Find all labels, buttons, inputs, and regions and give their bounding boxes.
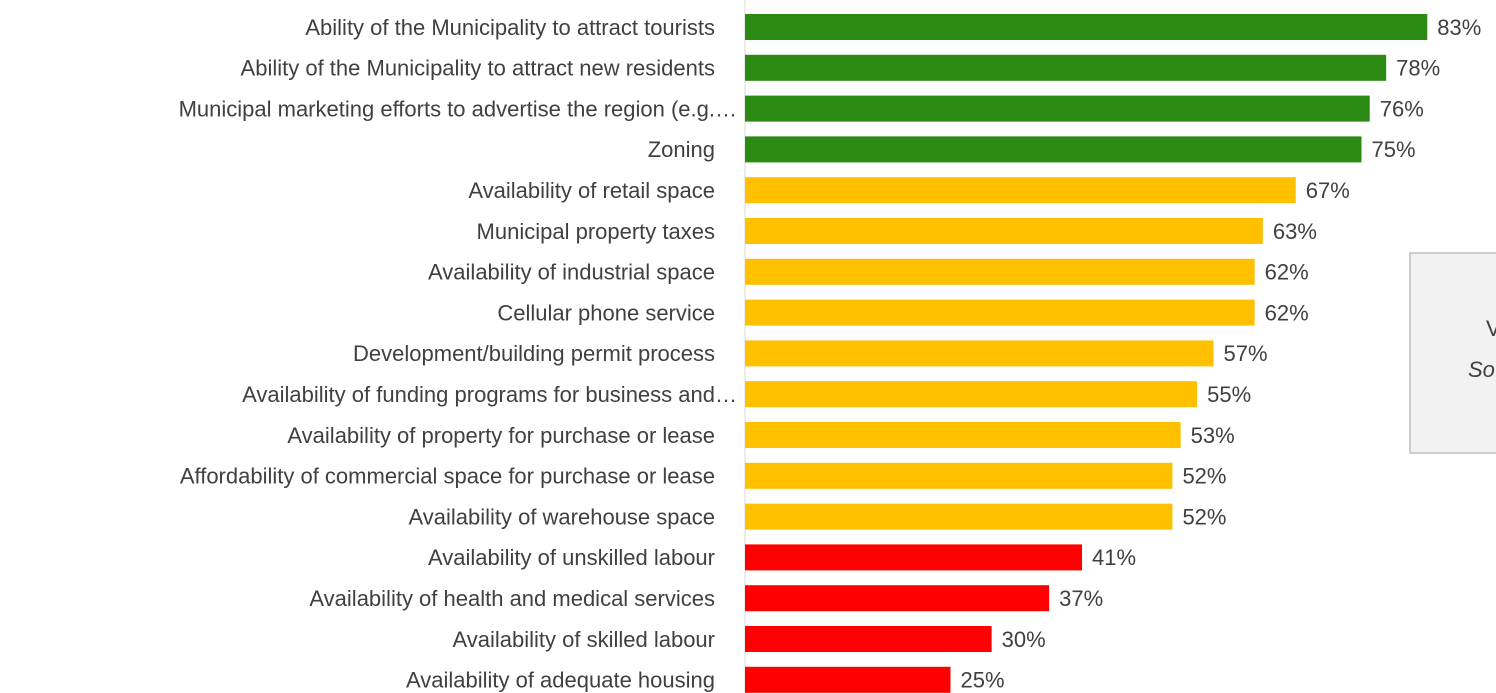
value-label: 83% <box>1437 15 1481 40</box>
bar <box>745 666 951 693</box>
value-label: 75% <box>1372 137 1416 162</box>
y-tick-label: Cellular phone service <box>497 300 715 325</box>
y-tick-label: Availability of retail space <box>468 178 715 203</box>
bar <box>745 218 1263 244</box>
bar <box>745 422 1181 448</box>
bar <box>745 503 1173 530</box>
note-text: So <box>1468 357 1495 382</box>
value-label: 37% <box>1059 586 1103 611</box>
value-label: 63% <box>1273 219 1317 244</box>
y-tick-label: Availability of property for purchase or… <box>287 423 715 448</box>
bar <box>745 136 1362 163</box>
value-label: 62% <box>1265 300 1309 325</box>
value-label: 78% <box>1396 56 1440 81</box>
y-tick-label: Zoning <box>648 137 715 162</box>
y-tick-label: Municipal marketing efforts to advertise… <box>179 96 737 121</box>
y-tick-label: Availability of funding programs for bus… <box>242 382 737 407</box>
value-label: 52% <box>1182 504 1226 529</box>
y-tick-label: Availability of adequate housing <box>406 668 715 693</box>
bar <box>745 462 1173 489</box>
bar <box>745 95 1370 122</box>
value-label: 55% <box>1207 382 1251 407</box>
y-tick-label: Affordability of commercial space for pu… <box>180 464 715 489</box>
y-tick-label: Municipal property taxes <box>477 219 715 244</box>
y-tick-label: Ability of the Municipality to attract t… <box>305 15 715 40</box>
bar <box>745 177 1296 204</box>
bar <box>745 54 1387 81</box>
y-tick-label: Availability of health and medical servi… <box>309 586 715 611</box>
value-label: 30% <box>1002 627 1046 652</box>
bar <box>745 299 1255 326</box>
y-tick-label: Development/building permit process <box>353 341 715 366</box>
bar <box>745 626 992 652</box>
y-tick-label: Ability of the Municipality to attract n… <box>241 56 715 81</box>
value-label: 25% <box>961 668 1005 693</box>
value-label: 41% <box>1092 545 1136 570</box>
value-label: 52% <box>1182 464 1226 489</box>
note-box <box>1409 252 1496 454</box>
bar <box>745 14 1428 40</box>
value-label: 62% <box>1265 260 1309 285</box>
bar <box>745 544 1083 571</box>
value-label: 67% <box>1306 178 1350 203</box>
value-label: 53% <box>1191 423 1235 448</box>
value-label: 76% <box>1380 96 1424 121</box>
note-text: V <box>1486 316 1496 341</box>
bar <box>745 381 1198 408</box>
bar <box>745 340 1214 367</box>
value-label: 57% <box>1224 341 1268 366</box>
bar <box>745 585 1050 612</box>
y-tick-label: Availability of industrial space <box>428 260 715 285</box>
y-tick-label: Availability of skilled labour <box>452 627 715 652</box>
y-tick-label: Availability of unskilled labour <box>428 545 715 570</box>
y-tick-label: Availability of warehouse space <box>408 504 715 529</box>
bar <box>745 258 1255 285</box>
